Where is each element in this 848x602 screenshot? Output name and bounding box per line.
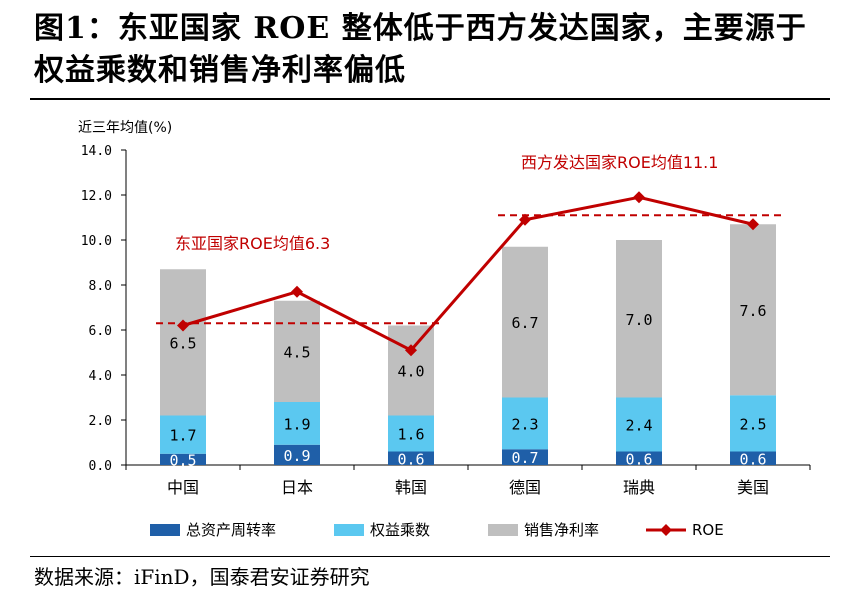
- bar-segment: [274, 402, 320, 445]
- reference-line-label: 东亚国家ROE均值6.3: [175, 234, 330, 253]
- bar-segment: [502, 246, 548, 398]
- bar-data-label: 4.5: [283, 343, 310, 361]
- bar-data-label: 0.6: [397, 450, 424, 468]
- bar-segment: [160, 453, 206, 465]
- bar-segment: [388, 325, 434, 416]
- chart-labels: 0.5 1.7 6.5 0.9 1.9 4.5 0.6 1.6 4.0 0.7 2.3 6.7 0.6 2…: [169, 302, 766, 470]
- bar-segment: [730, 395, 776, 452]
- y-tick-label: 12.0: [81, 189, 112, 204]
- bar-segment: [616, 397, 662, 452]
- bar-segment: [616, 240, 662, 398]
- bar-segment: [616, 451, 662, 465]
- chart-bars: [160, 224, 776, 465]
- bar-data-label: 1.9: [283, 415, 310, 433]
- bar-segment: [388, 415, 434, 452]
- x-tick-label: 美国: [737, 478, 769, 497]
- bar-data-label: 0.5: [169, 451, 196, 469]
- x-tick-label: 德国: [509, 478, 541, 497]
- y-tick-label: 10.0: [81, 234, 112, 249]
- bar-segment: [160, 269, 206, 416]
- legend-label: ROE: [692, 521, 724, 539]
- x-tick-label: 日本: [281, 478, 313, 497]
- roe-point: [177, 319, 189, 332]
- legend-swatch: [488, 524, 518, 536]
- bar-data-label: 1.7: [169, 427, 196, 445]
- figure-title: 图1：东亚国家 ROE 整体低于西方发达国家，主要源于权益乘数和销售净利率偏低: [34, 11, 807, 88]
- bar-segment: [274, 300, 320, 402]
- bar-data-label: 6.7: [511, 314, 538, 332]
- reference-line-label: 西方发达国家ROE均值11.1: [521, 153, 718, 172]
- bar-data-label: 6.5: [169, 334, 196, 352]
- y-tick-label: 14.0: [81, 144, 112, 159]
- bar-segment: [730, 451, 776, 465]
- bar-segment: [274, 444, 320, 465]
- data-source-note: 数据来源：iFinD，国泰君安证券研究: [34, 565, 370, 589]
- bar-data-label: 0.6: [625, 450, 652, 468]
- x-tick-label: 瑞典: [623, 478, 655, 497]
- bar-data-label: 2.5: [739, 415, 766, 433]
- bar-data-label: 2.3: [511, 415, 538, 433]
- reference-lines: 东亚国家ROE均值6.3 西方发达国家ROE均值11.1: [156, 153, 782, 325]
- bar-data-label: 7.6: [739, 302, 766, 320]
- y-tick-label: 6.0: [89, 324, 112, 339]
- y-axis-unit-label: 近三年均值(%): [78, 120, 172, 136]
- legend-marker: [660, 524, 672, 536]
- chart-axes: 近三年均值(%) 0.0 2.0 4.0 6.0 8.0 10.0 12.0 14.0 中国 日本 韩…: [78, 120, 811, 497]
- chart-legend: 总资产周转率 权益乘数 销售净利率 ROE: [150, 521, 724, 539]
- roe-point: [405, 344, 417, 357]
- bar-data-label: 0.6: [739, 450, 766, 468]
- stacked-bar-chart: 近三年均值(%) 0.0 2.0 4.0 6.0 8.0 10.0 12.0 14.0 中国 日本 韩…: [78, 120, 811, 539]
- legend-swatch: [334, 524, 364, 536]
- y-tick-label: 0.0: [89, 459, 112, 474]
- source-rule: [30, 556, 830, 557]
- bar-data-label: 1.6: [397, 426, 424, 444]
- roe-point: [291, 285, 303, 298]
- x-tick-label: 韩国: [395, 478, 427, 497]
- x-tick-label: 中国: [167, 478, 199, 497]
- bar-segment: [502, 397, 548, 450]
- bar-segment: [730, 224, 776, 396]
- bar-segment: [502, 449, 548, 465]
- roe-line: [182, 195, 754, 353]
- y-tick-label: 2.0: [89, 414, 112, 429]
- y-tick-label: 8.0: [89, 279, 112, 294]
- legend-label: 总资产周转率: [186, 521, 276, 539]
- bar-data-label: 2.4: [625, 417, 652, 435]
- bar-segment: [160, 415, 206, 454]
- y-tick-label: 4.0: [89, 369, 112, 384]
- bar-data-label: 0.9: [283, 447, 310, 465]
- legend-label: 销售净利率: [524, 521, 599, 539]
- bar-segment: [388, 451, 434, 465]
- bar-data-label: 0.7: [511, 449, 538, 467]
- bar-data-label: 4.0: [397, 363, 424, 381]
- legend-label: 权益乘数: [370, 521, 430, 539]
- title-rule: [30, 98, 830, 100]
- bar-data-label: 7.0: [625, 311, 652, 329]
- roe-series: [177, 191, 759, 357]
- roe-point: [747, 218, 759, 231]
- roe-point: [519, 213, 531, 226]
- legend-swatch: [150, 524, 180, 536]
- roe-point: [633, 191, 645, 204]
